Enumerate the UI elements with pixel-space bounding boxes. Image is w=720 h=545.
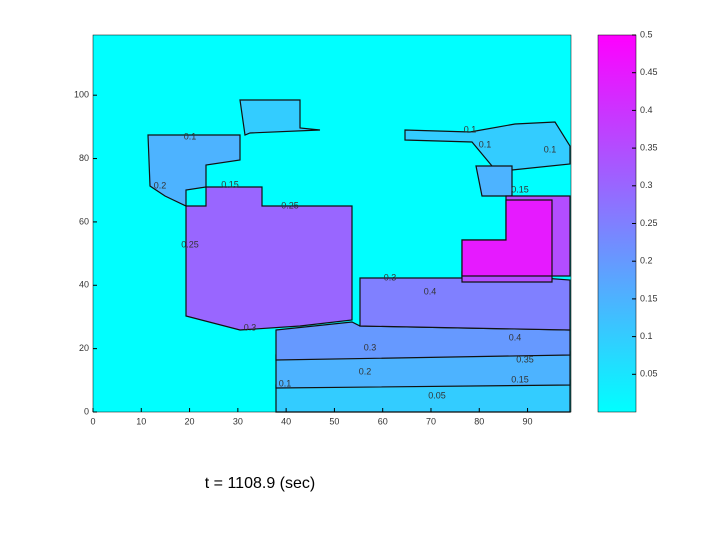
- contour-label: 0.1: [464, 124, 477, 134]
- x-tick-label: 50: [329, 416, 339, 426]
- y-tick-label: 20: [79, 343, 89, 353]
- y-tick-label: 60: [79, 216, 89, 226]
- colorbar-tick-label: 0.25: [640, 218, 658, 228]
- contour-label: 0.15: [511, 374, 529, 384]
- contour-label: 0.1: [279, 378, 292, 388]
- contour-label: 0.4: [509, 332, 522, 342]
- contour-label: 0.4: [424, 286, 437, 296]
- x-tick-label: 20: [185, 416, 195, 426]
- y-tick-label: 100: [74, 90, 89, 100]
- x-tick-label: 40: [281, 416, 291, 426]
- contour-region: [404, 121, 571, 171]
- chart-title: t = 1108.9 (sec): [205, 475, 315, 492]
- contour-label: 0.1: [479, 139, 492, 149]
- contour-region: [475, 165, 513, 197]
- colorbar-tick-label: 0.2: [640, 256, 653, 266]
- contour-label: 0.3: [364, 342, 377, 352]
- colorbar-tick-label: 0.05: [640, 369, 658, 379]
- x-tick-label: 90: [523, 416, 533, 426]
- contour-region: [461, 199, 553, 277]
- contour-region: [147, 134, 241, 207]
- colorbar-tick-label: 0.45: [640, 67, 658, 77]
- x-tick-label: 60: [378, 416, 388, 426]
- contour-label: 0.15: [221, 179, 239, 189]
- contour-label: 0.3: [244, 322, 257, 332]
- y-tick-label: 0: [84, 406, 89, 416]
- x-tick-label: 30: [233, 416, 243, 426]
- colorbar-tick-label: 0.1: [640, 331, 653, 341]
- y-tick-label: 80: [79, 153, 89, 163]
- x-tick-label: 70: [426, 416, 436, 426]
- contour-label: 0.1: [184, 131, 197, 141]
- colorbar-tick-label: 0.15: [640, 293, 658, 303]
- colorbar-tick-label: 0.3: [640, 180, 653, 190]
- contour-label: 0.25: [281, 200, 299, 210]
- x-tick-label: 0: [90, 416, 95, 426]
- x-tick-label: 80: [474, 416, 484, 426]
- contour-label: 0.3: [384, 272, 397, 282]
- y-tick-label: 40: [79, 280, 89, 290]
- colorbar-tick-label: 0.35: [640, 142, 658, 152]
- colorbar: [597, 34, 637, 413]
- contour-region: [239, 99, 321, 136]
- contour-label: 0.35: [516, 354, 534, 364]
- contour-region: [185, 186, 353, 331]
- colorbar-tick-label: 0.4: [640, 105, 653, 115]
- contour-label: 0.05: [428, 390, 446, 400]
- contour-label: 0.1: [544, 144, 557, 154]
- contour-label: 0.2: [359, 366, 372, 376]
- contour-label: 0.15: [511, 184, 529, 194]
- x-tick-label: 10: [136, 416, 146, 426]
- contour-label: 0.2: [154, 180, 167, 190]
- colorbar-tick-label: 0.5: [640, 29, 653, 39]
- plot-frame: [92, 34, 572, 413]
- contour-label: 0.25: [181, 239, 199, 249]
